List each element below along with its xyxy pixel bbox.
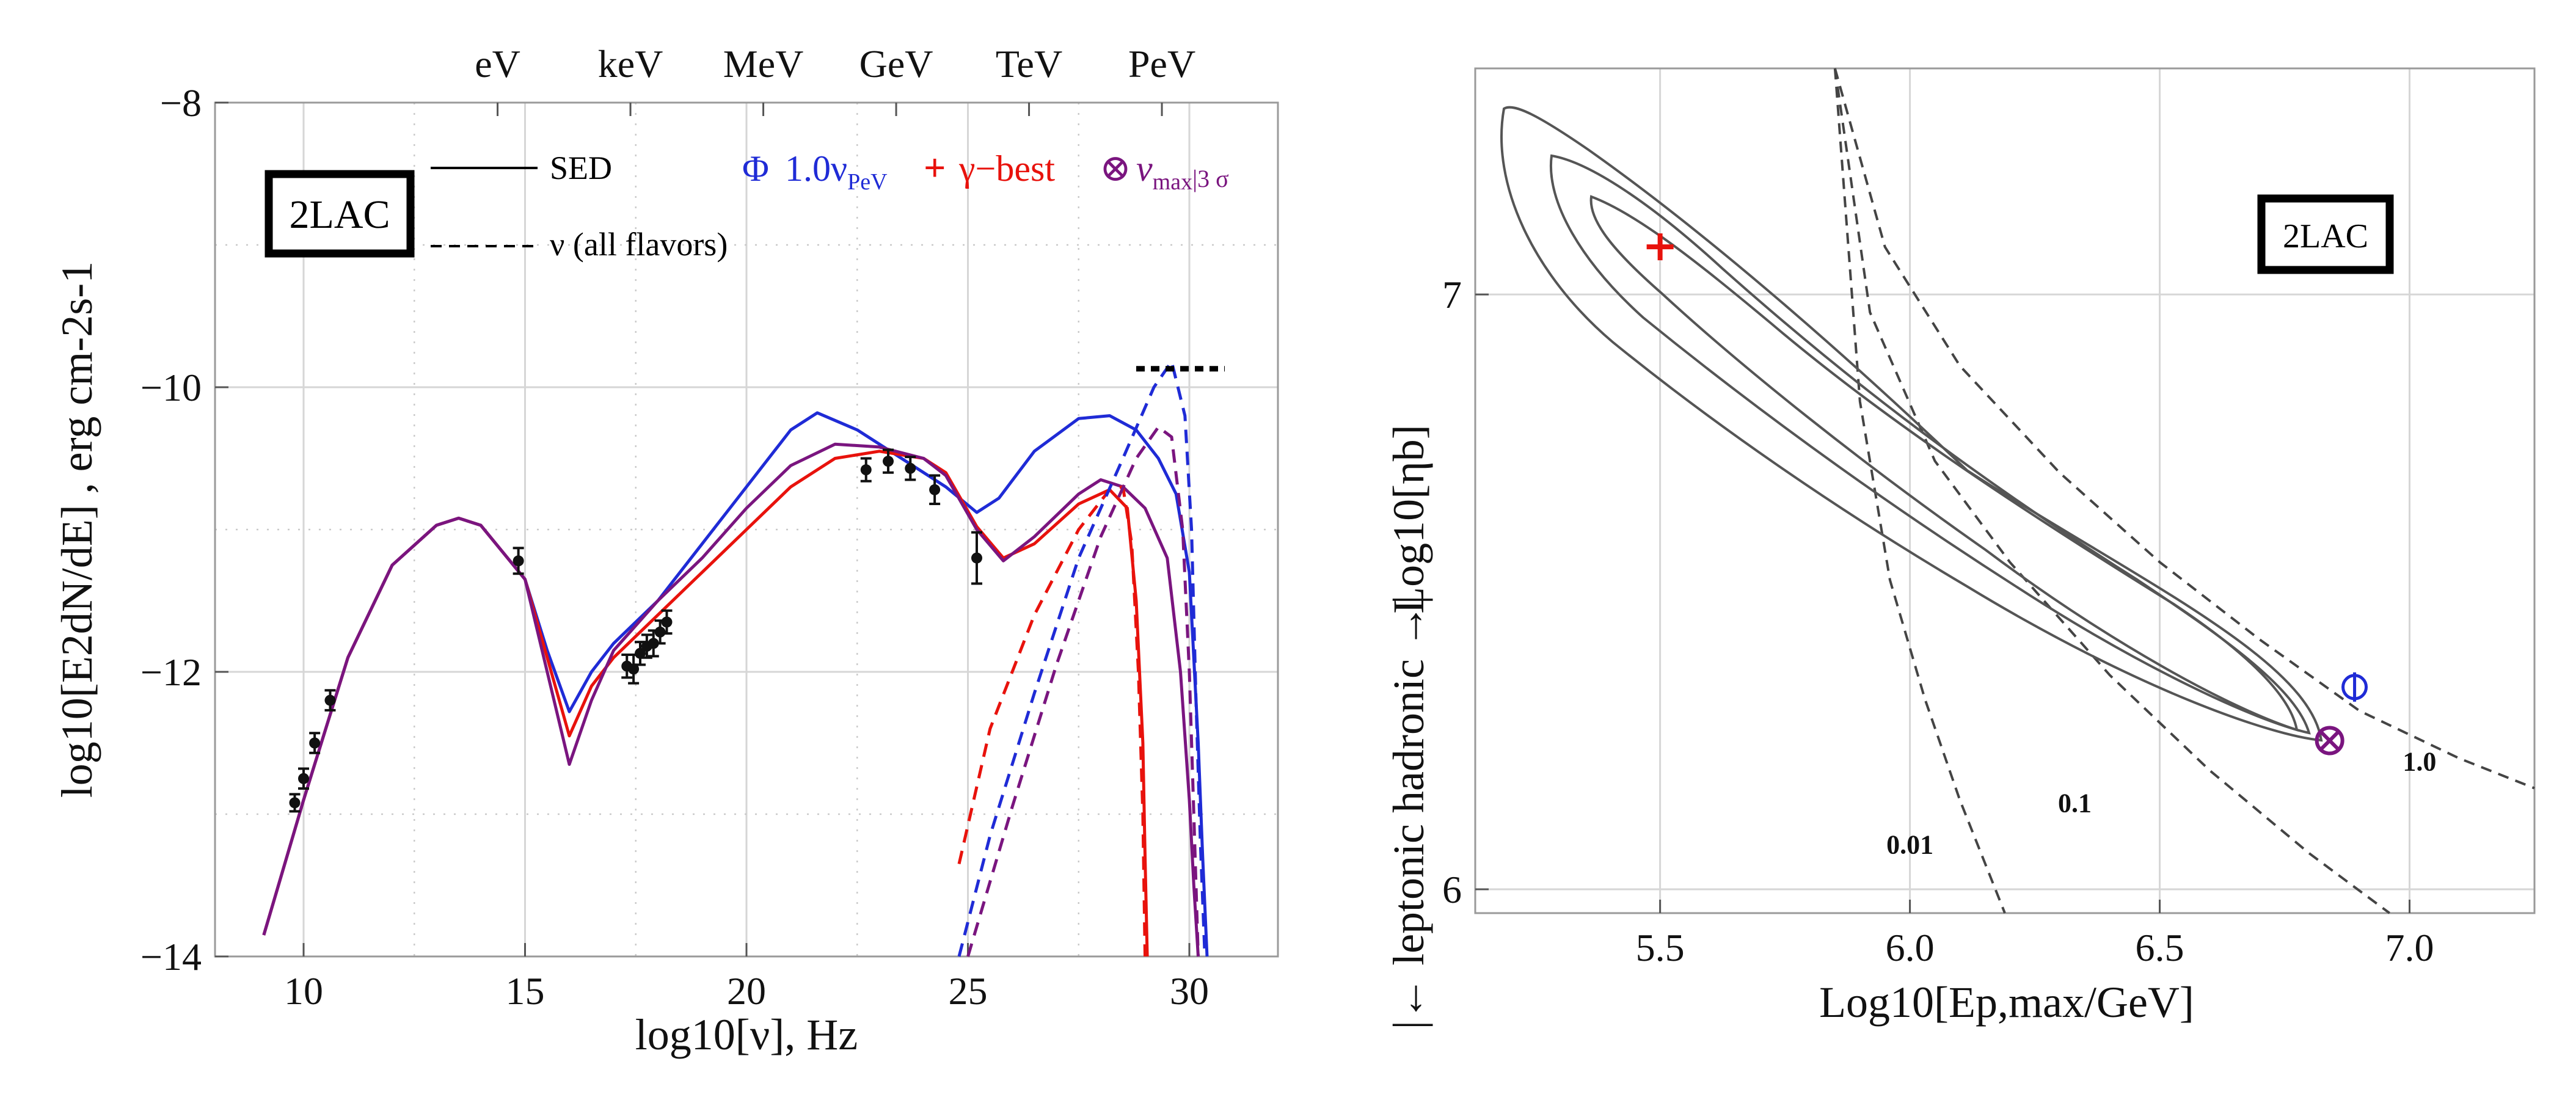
- right-gridlines: [1475, 68, 2534, 913]
- top-axis-label-TeV: TeV: [996, 42, 1062, 86]
- right-markers: [1646, 233, 2368, 756]
- right-xtick-label: 6.5: [2136, 926, 2184, 969]
- data-point: [635, 647, 646, 659]
- legend-numax-marker-icon: ⊗: [1100, 148, 1131, 189]
- left-top-energy-labels: eV keV MeV GeV TeV PeV: [475, 42, 1195, 116]
- left-xtick-label: 30: [1170, 969, 1209, 1013]
- top-axis-label-PeV: PeV: [1128, 42, 1195, 86]
- iso-curve-label: 1.0: [2403, 746, 2436, 776]
- right-y-axis-label: Log10[ηb]: [1384, 424, 1433, 614]
- series-line-5: [966, 425, 1200, 957]
- data-point: [929, 484, 941, 495]
- data-point: [513, 555, 524, 567]
- contour-middle: [1549, 154, 2311, 735]
- legend-item-pev: Φ 1.0νPeV: [742, 148, 888, 195]
- left-box-label: 2LAC: [290, 192, 390, 237]
- legend-numax-text: νmax|3 σ: [1136, 148, 1229, 195]
- top-axis-label-eV: eV: [475, 42, 520, 86]
- data-point: [324, 694, 336, 706]
- data-point: [648, 638, 659, 649]
- left-ytick-label: −8: [160, 81, 202, 125]
- left-xtick-label: 15: [506, 969, 545, 1013]
- right-box-label-frame: [2257, 194, 2394, 274]
- data-point: [661, 616, 673, 628]
- marker-numax: [2315, 726, 2344, 756]
- data-point: [628, 663, 640, 675]
- right-xtick-label: 7.0: [2385, 926, 2434, 969]
- left-xtick-label: 20: [727, 969, 766, 1013]
- data-point: [971, 552, 982, 564]
- iso-curve-0.1: [1833, 68, 2390, 914]
- right-ytick-label: 6: [1442, 868, 1462, 911]
- legend-solid-label: SED: [550, 150, 612, 186]
- iso-curve-0.01: [1833, 68, 2006, 914]
- data-point: [654, 626, 666, 638]
- contour-inner: [1589, 195, 2299, 732]
- series-line-3: [957, 485, 1147, 957]
- series-line-1: [262, 450, 1149, 957]
- iso-curve-label: 0.01: [1886, 830, 1933, 860]
- right-likelihood-contours: [1500, 106, 2323, 742]
- left-ytick-label: −10: [140, 366, 202, 409]
- left-series: [262, 360, 1225, 957]
- legend-gamma-marker-icon: +: [924, 146, 946, 189]
- top-axis-label-MeV: MeV: [723, 42, 804, 86]
- legend-gamma-text: γ−best: [958, 148, 1055, 189]
- left-xtick-label: 10: [284, 969, 323, 1013]
- legend-pev-marker-icon: Φ: [742, 148, 769, 189]
- legend-pev-text: 1.0νPeV: [785, 148, 888, 195]
- left-xtick-label: 25: [949, 969, 988, 1013]
- legend-item-gamma-best: + γ−best: [924, 146, 1055, 189]
- data-point: [860, 464, 872, 476]
- right-lepton-hadron-annotation: |← leptonic hadronic →|: [1384, 596, 1433, 1030]
- right-x-axis-label: Log10[Ep,max/GeV]: [1819, 978, 2194, 1027]
- right-iso-curves: 0.01 0.1 1.0: [1833, 68, 2535, 914]
- right-box-label: 2LAC: [2283, 217, 2368, 255]
- series-line-4: [957, 360, 1206, 957]
- right-ytick-label: 7: [1442, 273, 1462, 316]
- iso-curve-1.0: [1833, 68, 2535, 790]
- marker-numax: [2319, 730, 2340, 751]
- data-point: [905, 462, 916, 474]
- left-box-label-frame: [265, 170, 415, 258]
- contour-outer: [1500, 106, 2323, 742]
- top-axis-label-keV: keV: [598, 42, 663, 86]
- data-point: [298, 773, 309, 784]
- left-panel-sed: 10 15 20 25 30−14−12−10−8 eV keV MeV GeV TeV PeV …: [53, 42, 1279, 1059]
- right-xtick-label: 6.0: [1886, 926, 1935, 969]
- left-y-axis-label: log10[E2dN/dE] , erg cm-2s-1: [53, 261, 101, 798]
- legend-dashed-label: ν (all flavors): [550, 226, 728, 263]
- left-x-axis-label: log10[ν], Hz: [635, 1010, 858, 1059]
- legend-item-numax: ⊗ νmax|3 σ: [1100, 148, 1229, 195]
- top-axis-label-GeV: GeV: [859, 42, 933, 86]
- left-data-points: [289, 448, 982, 813]
- data-point: [309, 737, 321, 749]
- series-line-2: [262, 442, 1200, 957]
- right-ticks: 5.5 6.0 6.5 7.0 6 7: [1442, 273, 2434, 969]
- data-point: [289, 797, 301, 809]
- series-line-0: [262, 411, 1209, 957]
- left-ytick-label: −14: [140, 935, 202, 978]
- right-panel-parameter-space: 5.5 6.0 6.5 7.0 6 7 0.01 0.1 1.0 2LAC Log10[Ep,…: [1384, 67, 2536, 1030]
- left-ytick-label: −12: [140, 650, 202, 694]
- data-point: [883, 456, 894, 467]
- right-xtick-label: 5.5: [1636, 926, 1685, 969]
- iso-curve-label: 0.1: [2058, 788, 2092, 818]
- left-ticks: 10 15 20 25 30 −14 −12 −10 −8: [140, 81, 1209, 1013]
